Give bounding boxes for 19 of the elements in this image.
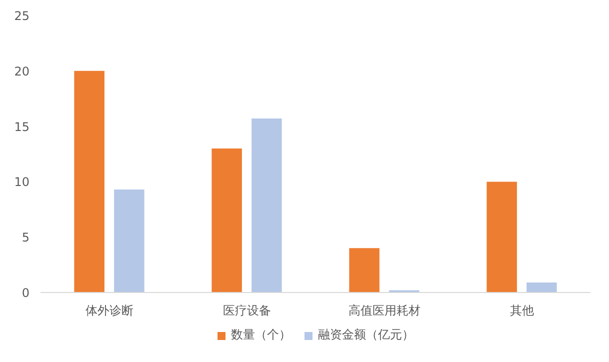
bar — [486, 182, 517, 292]
x-tick-label: 其他 — [510, 304, 534, 318]
y-tick-label: 15 — [14, 120, 30, 134]
y-tick-label: 20 — [14, 64, 30, 78]
y-tick-label: 25 — [14, 9, 30, 23]
bar — [74, 70, 104, 292]
legend-label: 融资金额（亿元） — [318, 326, 414, 344]
legend-label: 数量（个） — [231, 326, 291, 344]
bar — [212, 148, 242, 292]
bar — [114, 189, 144, 292]
x-tick-label: 高值医用耗材 — [348, 304, 420, 318]
bar — [252, 118, 282, 292]
y-tick-label: 10 — [14, 175, 30, 190]
y-tick-label: 5 — [22, 230, 30, 245]
x-tick-label: 体外诊断 — [85, 304, 134, 318]
x-tick-label: 医疗设备 — [222, 304, 271, 318]
y-tick-label: 0 — [22, 286, 30, 300]
bar — [349, 248, 380, 292]
bar — [526, 282, 557, 292]
